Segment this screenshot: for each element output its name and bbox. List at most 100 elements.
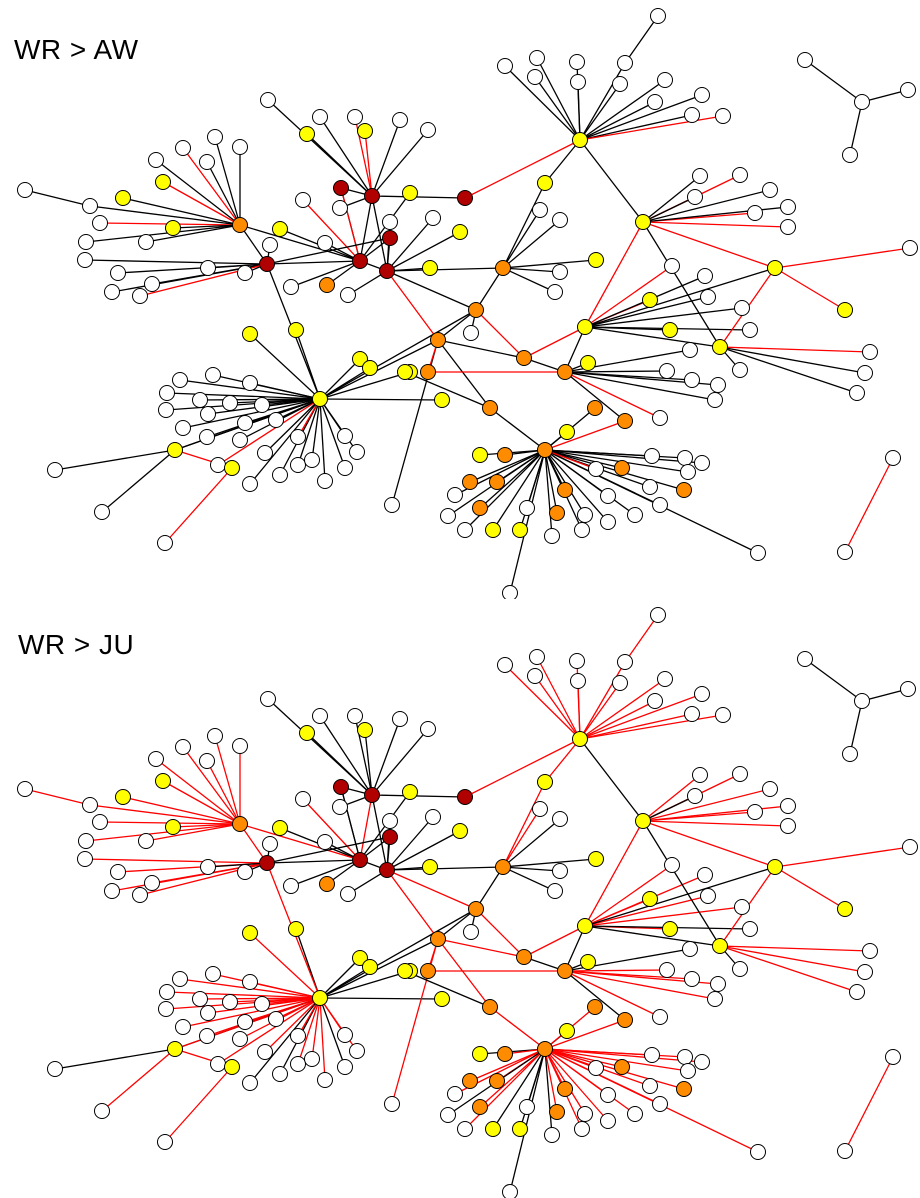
graph-node bbox=[692, 767, 708, 783]
graph-node bbox=[94, 504, 110, 520]
graph-node bbox=[842, 147, 858, 163]
graph-edge bbox=[844, 457, 894, 553]
graph-edge bbox=[564, 326, 586, 373]
graph-node bbox=[242, 375, 258, 391]
graph-edge bbox=[319, 116, 373, 197]
graph-node bbox=[94, 1103, 110, 1119]
graph-node bbox=[237, 415, 253, 431]
graph-edge bbox=[319, 339, 439, 400]
graph-edge bbox=[207, 862, 268, 868]
graph-node bbox=[588, 1060, 604, 1076]
graph-node bbox=[165, 819, 181, 835]
graph-edge bbox=[475, 908, 525, 958]
graph-node bbox=[552, 811, 568, 827]
graph-hub-node bbox=[167, 442, 183, 458]
graph-node bbox=[77, 851, 93, 867]
graph-node bbox=[559, 424, 575, 440]
graph-node bbox=[295, 192, 311, 208]
graph-node bbox=[612, 76, 628, 92]
graph-edge bbox=[319, 970, 411, 999]
graph-node bbox=[694, 1054, 710, 1070]
graph-node bbox=[710, 377, 726, 393]
graph-edge bbox=[719, 945, 871, 952]
graph-edge bbox=[849, 700, 863, 755]
graph-edge bbox=[534, 76, 581, 141]
graph-node bbox=[715, 707, 731, 723]
graph-edge bbox=[386, 270, 477, 311]
graph-node bbox=[440, 1107, 456, 1123]
graph-edge bbox=[579, 738, 644, 822]
graph-node bbox=[420, 721, 436, 737]
graph-node bbox=[797, 52, 813, 68]
graph-node bbox=[837, 544, 853, 560]
graph-node bbox=[317, 834, 333, 850]
graph-node bbox=[694, 87, 710, 103]
graph-node bbox=[684, 971, 700, 987]
graph-edge bbox=[642, 175, 701, 223]
graph-edge bbox=[469, 449, 546, 483]
graph-node bbox=[192, 991, 208, 1007]
graph-hub-node bbox=[259, 855, 275, 871]
graph-hub-node bbox=[382, 230, 398, 246]
graph-hub-node bbox=[352, 253, 368, 269]
graph-node bbox=[462, 1073, 478, 1089]
graph-hub-node bbox=[712, 938, 728, 954]
graph-hub-node bbox=[557, 963, 573, 979]
graph-edge bbox=[84, 858, 268, 864]
graph-edge bbox=[386, 816, 434, 871]
graph-edge bbox=[217, 398, 321, 466]
graph-node bbox=[677, 1049, 693, 1065]
graph-node bbox=[664, 857, 680, 873]
graph-edge bbox=[101, 449, 176, 513]
graph-edge bbox=[642, 196, 696, 223]
graph-edge bbox=[509, 1048, 546, 1193]
graph-node bbox=[158, 1001, 174, 1017]
graph-edge bbox=[544, 1048, 759, 1153]
graph-node bbox=[304, 452, 320, 468]
graph-edge bbox=[642, 189, 771, 223]
graph-hub-node bbox=[712, 339, 728, 355]
graph-node bbox=[357, 123, 373, 139]
graph-node bbox=[205, 966, 221, 982]
graph-edge bbox=[371, 728, 429, 796]
graph-node bbox=[780, 199, 796, 215]
graph-edge bbox=[579, 115, 724, 141]
graph-edge bbox=[364, 729, 373, 796]
graph-node bbox=[547, 883, 563, 899]
graph-node bbox=[612, 675, 628, 691]
graph-node bbox=[577, 507, 593, 523]
graph-edge bbox=[642, 774, 701, 822]
graph-edge bbox=[544, 1019, 626, 1050]
graph-hub-node bbox=[577, 319, 593, 335]
graph-edge bbox=[340, 786, 361, 861]
graph-edge bbox=[266, 836, 391, 864]
graph-edge bbox=[311, 997, 321, 1060]
graph-hub-node bbox=[587, 400, 603, 416]
graph-node bbox=[485, 522, 501, 538]
graph-edge bbox=[172, 224, 241, 229]
graph-node bbox=[199, 1028, 215, 1044]
graph-node bbox=[710, 976, 726, 992]
graph-node bbox=[780, 818, 796, 834]
graph-hub-node bbox=[364, 188, 380, 204]
graph-node bbox=[489, 474, 505, 490]
graph-node bbox=[337, 1027, 353, 1043]
graph-node bbox=[254, 996, 270, 1012]
graph-hub-node bbox=[333, 779, 349, 795]
graph-edge bbox=[319, 398, 326, 482]
graph-node bbox=[210, 457, 226, 473]
graph-node bbox=[854, 94, 870, 110]
graph-node bbox=[104, 284, 120, 300]
graph-node bbox=[700, 289, 716, 305]
graph-hub-node bbox=[537, 1041, 553, 1057]
graph-edge bbox=[564, 970, 661, 1018]
graph-node bbox=[559, 1023, 575, 1039]
graph-node bbox=[902, 240, 918, 256]
graph-edge bbox=[579, 682, 621, 740]
graph-node bbox=[854, 693, 870, 709]
graph-node bbox=[472, 1099, 488, 1115]
graph-edge bbox=[437, 938, 491, 1008]
graph-node bbox=[295, 791, 311, 807]
graph-node bbox=[158, 402, 174, 418]
graph-edge bbox=[544, 420, 626, 451]
